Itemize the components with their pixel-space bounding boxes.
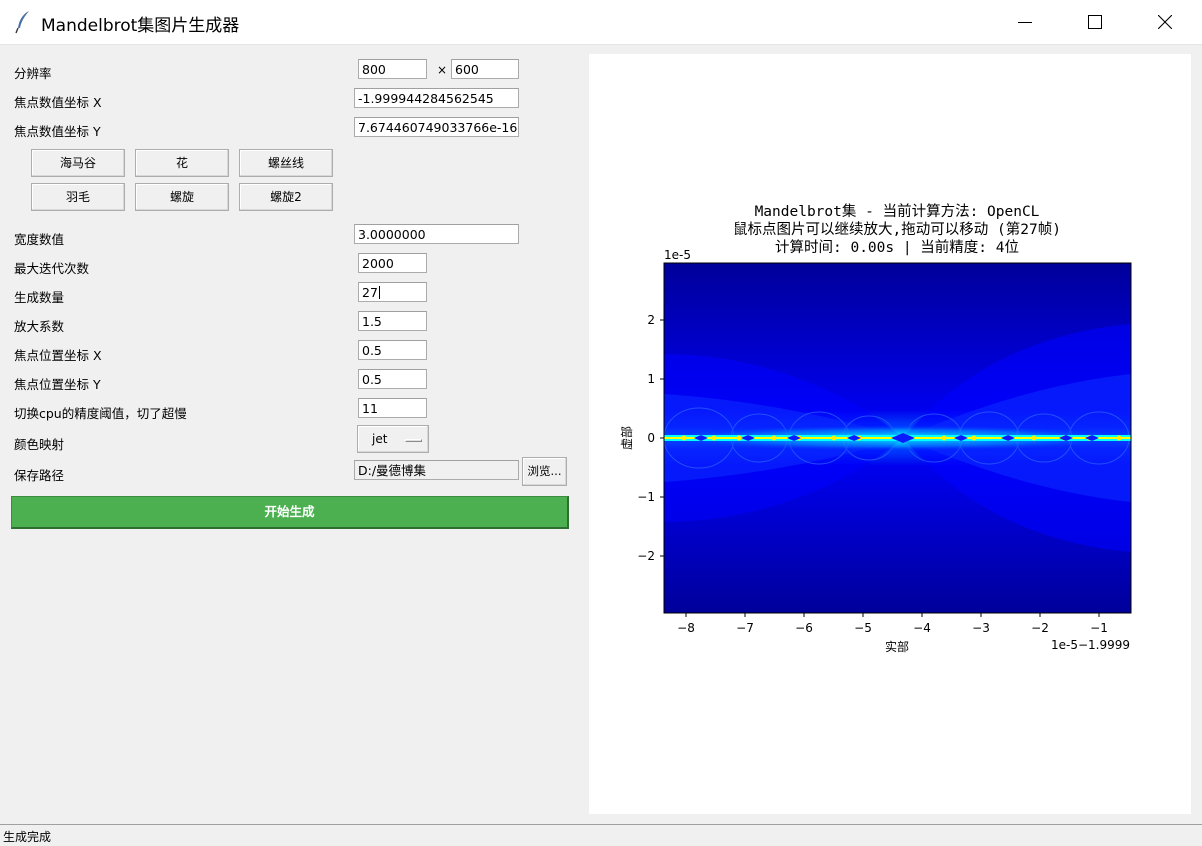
close-icon (1158, 15, 1172, 29)
width-value-input[interactable]: 3.0000000 (354, 224, 519, 244)
focus-value-x-label: 焦点数值坐标 X (14, 95, 102, 110)
close-button[interactable] (1142, 0, 1188, 44)
x-tick-label: −2 (1031, 621, 1049, 635)
y-tick-label: 2 (647, 313, 655, 327)
mandelbrot-figure[interactable]: Mandelbrot集 - 当前计算方法: OpenCL 鼠标点图片可以继续放大… (589, 54, 1191, 814)
plot-canvas[interactable]: Mandelbrot集 - 当前计算方法: OpenCL 鼠标点图片可以继续放大… (589, 54, 1191, 814)
browse-button[interactable]: 浏览... (522, 457, 567, 486)
x-axis-label: 实部 (885, 639, 909, 654)
zoom-factor-label: 放大系数 (14, 319, 65, 334)
resolution-times-label: × (437, 63, 448, 77)
focus-value-y-input[interactable]: 7.674460749033766e-16 (354, 117, 519, 137)
save-path-label: 保存路径 (14, 468, 65, 483)
x-tick-label: −7 (736, 621, 754, 635)
width-value-label: 宽度数值 (14, 232, 65, 247)
mandelbrot-image[interactable] (647, 263, 1147, 613)
x-tick-label: −1 (1090, 621, 1108, 635)
cpu-threshold-label: 切换cpu的精度阈值，切了超慢 (14, 406, 187, 421)
focus-pos-y-input[interactable]: 0.5 (358, 369, 427, 389)
y-axis-label: 虚部 (619, 426, 634, 450)
window-title: Mandelbrot集图片生成器 (41, 16, 240, 36)
gen-count-input[interactable]: 27 (358, 282, 427, 302)
preset-screw-button[interactable]: 螺丝线 (239, 149, 333, 177)
option-menu-indicator-icon (405, 439, 422, 442)
x-tick-label: −5 (854, 621, 872, 635)
preset-feather-button[interactable]: 羽毛 (31, 183, 125, 211)
y-tick-label: 1 (647, 372, 655, 386)
plot-title-line-3: 计算时间: 0.00s | 当前精度: 4位 (775, 239, 1019, 256)
resolution-width-input[interactable]: 800 (358, 59, 427, 79)
plot-title-line-2: 鼠标点图片可以继续放大,拖动可以移动 (第27帧) (733, 220, 1061, 238)
colormap-menubutton[interactable]: jet (357, 425, 429, 453)
x-tick-label: −4 (913, 621, 931, 635)
preset-spiral2-button[interactable]: 螺旋2 (239, 183, 333, 211)
status-text: 生成完成 (3, 830, 52, 844)
preset-seahorse-valley-button[interactable]: 海马谷 (31, 149, 125, 177)
x-tick-label: −8 (677, 621, 695, 635)
text-cursor (378, 286, 380, 299)
y-tick-label: −2 (637, 549, 655, 563)
gen-count-value: 27 (362, 285, 378, 300)
y-tick-label: 0 (647, 431, 655, 445)
zoom-factor-input[interactable]: 1.5 (358, 311, 427, 331)
y-axis-ticks (660, 319, 664, 557)
focus-pos-x-input[interactable]: 0.5 (358, 340, 427, 360)
y-tick-label: −1 (637, 490, 655, 504)
x-offset-label: 1e-5−1.9999 (1051, 638, 1130, 652)
minimize-button[interactable] (1002, 0, 1048, 44)
minimize-icon (1018, 22, 1032, 23)
preset-flower-button[interactable]: 花 (135, 149, 229, 177)
focus-pos-y-label: 焦点位置坐标 Y (14, 377, 101, 392)
gen-count-label: 生成数量 (14, 290, 65, 305)
preset-spiral-button[interactable]: 螺旋 (135, 183, 229, 211)
max-iter-input[interactable]: 2000 (358, 253, 427, 273)
focus-pos-x-label: 焦点位置坐标 X (14, 348, 102, 363)
save-path-input[interactable]: D:/曼德博集 (354, 460, 519, 480)
maximize-button[interactable] (1072, 0, 1118, 44)
title-bar: Mandelbrot集图片生成器 (0, 0, 1202, 45)
cpu-threshold-input[interactable]: 11 (358, 398, 427, 418)
resolution-height-input[interactable]: 600 (451, 59, 519, 79)
colormap-value: jet (372, 432, 388, 446)
focus-value-x-input[interactable]: -1.999944284562545 (354, 88, 519, 108)
plot-title-line-1: Mandelbrot集 - 当前计算方法: OpenCL (755, 203, 1040, 220)
maximize-icon (1088, 15, 1102, 29)
x-tick-label: −3 (972, 621, 990, 635)
start-generate-button[interactable]: 开始生成 (11, 496, 569, 529)
resolution-label: 分辨率 (14, 66, 52, 81)
feather-icon (15, 11, 29, 34)
x-axis-ticks (685, 613, 1100, 617)
colormap-label: 颜色映射 (14, 437, 65, 452)
focus-value-y-label: 焦点数值坐标 Y (14, 124, 101, 139)
y-scale-offset-label: 1e-5 (664, 248, 691, 262)
status-bar: 生成完成 (0, 824, 1202, 846)
x-tick-label: −6 (795, 621, 813, 635)
max-iter-label: 最大迭代次数 (14, 261, 90, 276)
